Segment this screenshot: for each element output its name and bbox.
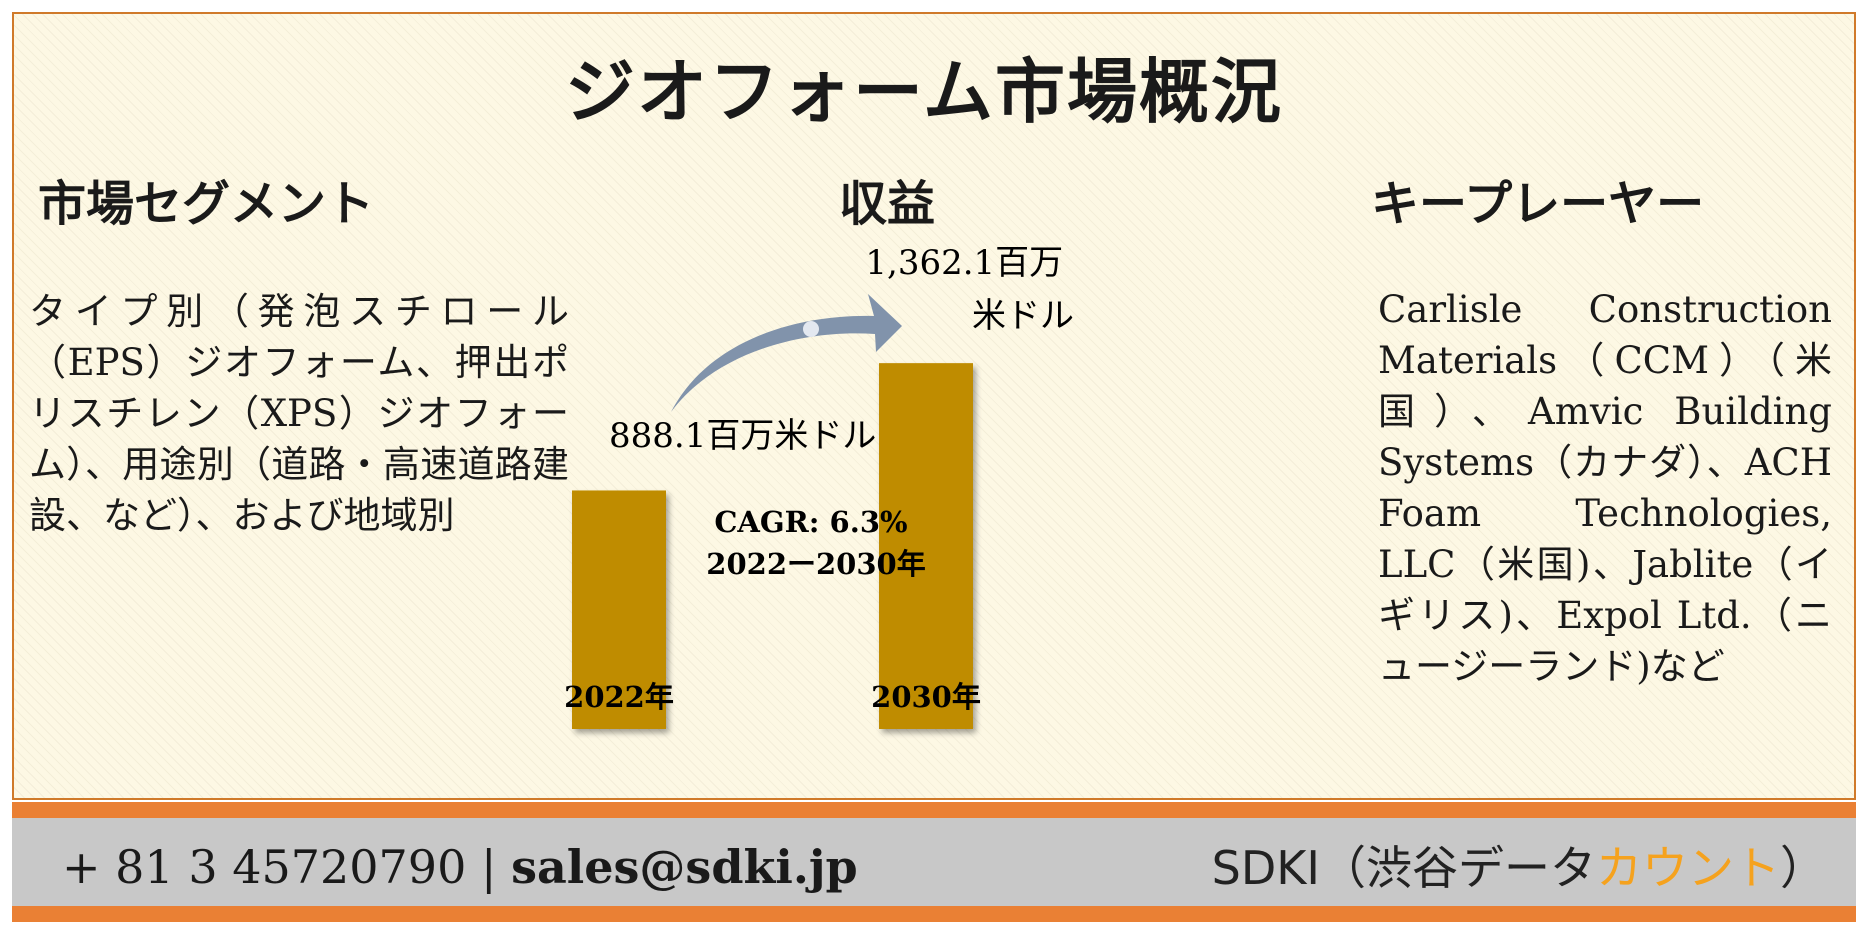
x-tick-label-2030: 2030年 [871,680,981,714]
data-label-2030: 1,362.1百万 米ドル [865,244,1074,336]
segment-text: タイプ別（発泡スチロール（EPS）ジオフォーム、押出ポリスチレン（XPS）ジオフ… [29,290,569,537]
email-link[interactable]: sales@sdki.jp [511,840,858,894]
growth-arrow-icon [671,294,902,412]
separator: | [480,840,497,894]
brand-accent: カウント [1596,841,1780,895]
key-players-heading: キープレーヤー [1371,176,1705,232]
revenue-chart: 2022年 2030年 888.1百万米ドル 1,362.1百万 米ドル CAG… [564,244,1074,729]
key-players-text: Carlisle Construction Materials（CCM）（米国）… [1378,288,1832,688]
bar-2022 [572,490,666,729]
brand-name: SDKI（渋谷データ [1211,841,1596,895]
phone-number: + 81 3 45720790 [62,840,467,894]
data-label-2022: 888.1百万米ドル [609,416,876,456]
footer-bar: + 81 3 45720790 | sales@sdki.jp SDKI（渋谷デ… [12,802,1856,922]
brand-logo: SDKI（渋谷データカウント） [1212,832,1826,898]
infographic-panel: ジオフォーム市場概況 市場セグメント 収益 キープレーヤー タイプ別（発泡スチロ… [12,12,1856,800]
arrow-highlight-dot [803,321,819,337]
cagr-annotation: CAGR: 6.3% 2022ー2030年 [706,505,925,581]
page-title: ジオフォーム市場概況 [565,50,1283,133]
brand-end: ） [1780,841,1826,895]
x-tick-label-2022: 2022年 [564,680,674,714]
revenue-heading: 収益 [839,176,936,232]
contact-info: + 81 3 45720790 | sales@sdki.jp [62,840,858,894]
bar-2030 [879,363,973,729]
segment-heading: 市場セグメント [38,176,375,232]
